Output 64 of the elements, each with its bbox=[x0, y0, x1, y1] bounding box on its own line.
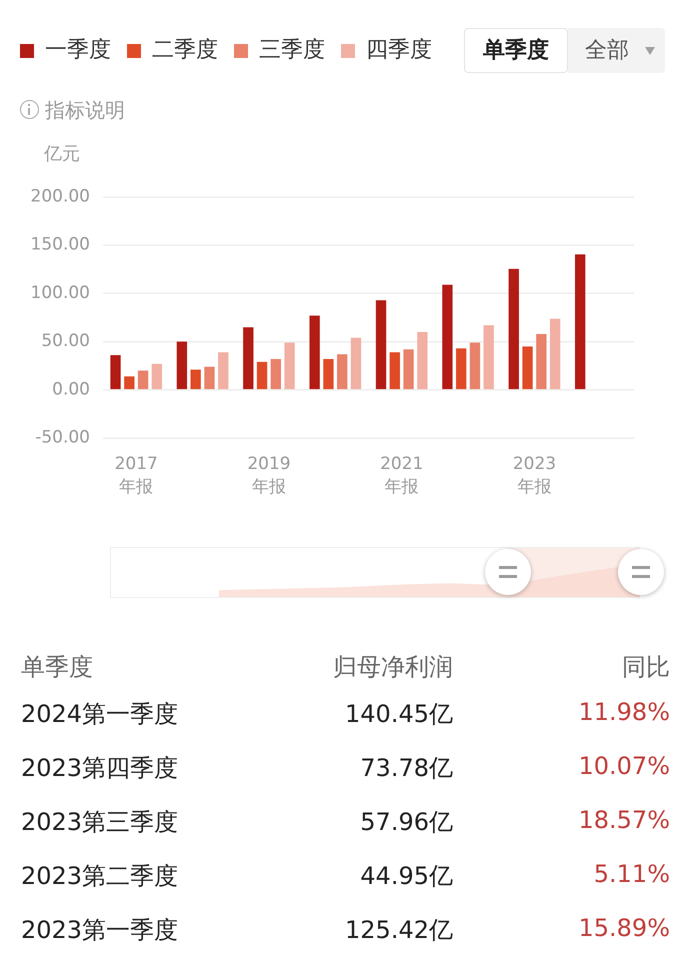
bar bbox=[323, 359, 334, 390]
bar bbox=[574, 254, 586, 390]
text: 18.57% bbox=[578, 806, 670, 836]
bar bbox=[138, 370, 148, 390]
bar bbox=[124, 376, 134, 390]
bar bbox=[218, 352, 228, 390]
y-tick-label: 100.00 bbox=[30, 282, 90, 303]
x-tick-label: 2017 年报 bbox=[114, 454, 158, 497]
bar bbox=[350, 338, 362, 390]
text: 归母净利润 bbox=[333, 652, 453, 681]
bar bbox=[522, 346, 533, 390]
x-tick-label: 2019 年报 bbox=[247, 454, 291, 497]
legend-label: 一季度 bbox=[45, 38, 111, 63]
text: 44.95亿 bbox=[360, 861, 453, 890]
legend-label: 二季度 bbox=[152, 38, 218, 63]
text: 单季度 bbox=[21, 652, 93, 681]
legend-label: 三季度 bbox=[259, 38, 325, 63]
bar bbox=[376, 300, 386, 390]
bar bbox=[270, 359, 281, 390]
bar bbox=[417, 332, 428, 390]
bar bbox=[390, 352, 400, 390]
y-tick-label: 50.00 bbox=[41, 331, 90, 352]
bar bbox=[508, 268, 519, 390]
bar bbox=[536, 334, 546, 390]
y-tick-label: -50.00 bbox=[35, 428, 90, 448]
text: 指标说明 bbox=[45, 98, 125, 122]
text: 2023第三季度 bbox=[21, 807, 178, 836]
bar bbox=[337, 354, 348, 390]
bar bbox=[484, 325, 494, 390]
bar bbox=[256, 362, 268, 390]
bar bbox=[152, 364, 162, 390]
y-axis-title: 亿元 bbox=[43, 144, 80, 165]
text: 2023第二季度 bbox=[21, 861, 178, 890]
text: 2023第一季度 bbox=[21, 915, 178, 944]
text: 2024第一季度 bbox=[21, 699, 178, 728]
bar bbox=[110, 355, 121, 390]
bar bbox=[470, 342, 480, 390]
bar bbox=[550, 318, 560, 390]
text: 2023第四季度 bbox=[21, 753, 178, 782]
x-tick-label: 2023 年报 bbox=[512, 454, 556, 497]
text: 57.96亿 bbox=[360, 807, 453, 836]
y-tick-label: 0.00 bbox=[52, 379, 90, 400]
text: 15.89% bbox=[578, 914, 670, 944]
bar bbox=[190, 370, 201, 390]
legend-label: 四季度 bbox=[366, 38, 432, 63]
text: 73.78亿 bbox=[360, 753, 453, 782]
y-tick-label: 150.00 bbox=[30, 234, 90, 255]
bar bbox=[309, 316, 320, 390]
text: 5.11% bbox=[594, 860, 670, 890]
bar bbox=[204, 366, 215, 390]
text: 140.45亿 bbox=[345, 699, 453, 728]
text: 125.42亿 bbox=[345, 915, 453, 944]
x-tick-label: 2021 年报 bbox=[380, 454, 424, 497]
bar bbox=[442, 284, 453, 390]
bar bbox=[176, 342, 188, 390]
bar bbox=[456, 348, 466, 390]
text: 11.98% bbox=[578, 698, 670, 728]
text: 10.07% bbox=[578, 752, 670, 782]
y-tick-label: 200.00 bbox=[30, 186, 90, 206]
text: 同比 bbox=[622, 652, 670, 681]
bar bbox=[243, 327, 254, 390]
bar bbox=[284, 342, 295, 390]
bar bbox=[403, 349, 414, 390]
text: 全部 bbox=[585, 37, 629, 65]
